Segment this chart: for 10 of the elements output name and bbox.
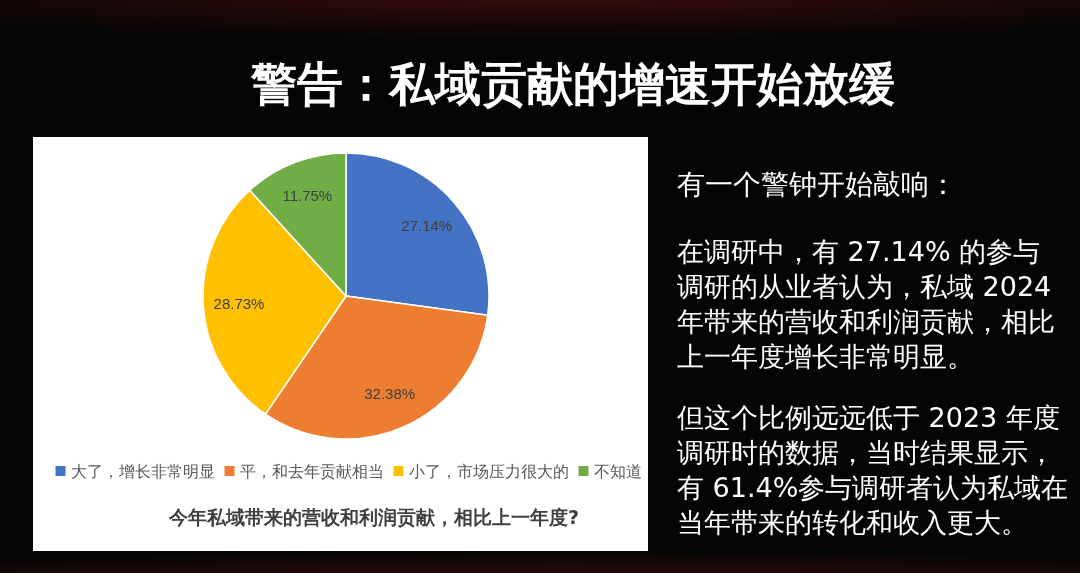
legend-label: 平，和去年贡献相当: [239, 461, 384, 481]
text: 今年私域带来的营收和利润贡献，相比上一年度?: [167, 506, 580, 528]
title: 警告：私域贡献的增速开始放缓: [251, 57, 895, 111]
data-label: 32.38%: [364, 385, 416, 403]
data-label: 28.73%: [213, 295, 265, 313]
legend-label: 小了，市场压力很大的: [408, 461, 569, 481]
data-label: 27.14%: [401, 216, 453, 234]
legend-label: 大了，增长非常明显: [70, 461, 215, 481]
data-label: 11.75%: [282, 187, 333, 205]
legend-label: 不知道: [593, 461, 642, 481]
